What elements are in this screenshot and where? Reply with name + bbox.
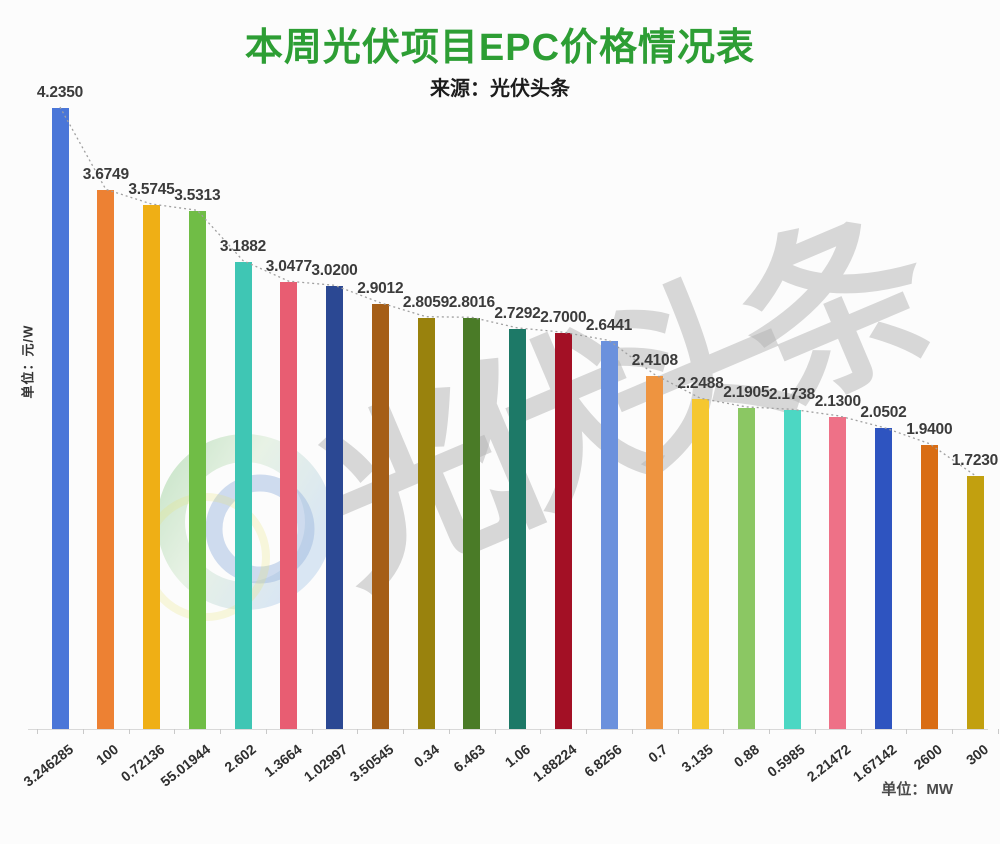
axis-tick	[586, 729, 588, 734]
bar-value-label: 2.4108	[631, 351, 678, 369]
bar-3.135	[692, 399, 709, 729]
axis-tick	[631, 729, 633, 734]
bar-300	[966, 476, 984, 729]
axis-tick	[311, 729, 313, 734]
bar-value-label: 2.6441	[585, 317, 633, 335]
y-axis-unit-label: 单位：元/W	[20, 324, 36, 399]
axis-tick	[357, 729, 359, 734]
x-axis-unit-label: 单位：MW	[881, 781, 953, 798]
axis-tick	[860, 729, 862, 734]
bar-value-label: 3.5313	[174, 187, 221, 205]
axis-tick	[769, 729, 771, 734]
axis-tick	[128, 729, 130, 734]
axis-tick	[265, 729, 267, 734]
axis-tick	[723, 729, 725, 734]
axis-tick	[403, 729, 405, 734]
bar-value-label: 4.2350	[36, 84, 84, 102]
axis-tick	[448, 729, 450, 734]
bar-1.67142	[875, 428, 892, 729]
source-subtitle: 来源：光伏头条	[430, 78, 570, 100]
x-axis-baseline	[28, 729, 988, 730]
axis-tick	[540, 729, 542, 734]
axis-tick	[37, 729, 39, 734]
bar-2.21472	[829, 416, 847, 729]
axis-tick	[952, 729, 954, 734]
page-title: 本周光伏项目EPC价格情况表	[244, 27, 756, 69]
bar-0.5985	[783, 410, 801, 729]
axis-tick	[82, 729, 84, 734]
bar-value-label: 1.9400	[906, 420, 953, 438]
axis-tick	[220, 729, 222, 734]
axis-tick	[814, 729, 816, 734]
axis-tick	[997, 729, 999, 734]
bar-value-label: 3.0200	[311, 262, 358, 280]
bar-0.88	[737, 407, 755, 729]
axis-tick	[494, 729, 496, 734]
axis-tick	[906, 729, 908, 734]
axis-tick	[174, 729, 176, 734]
axis-tick	[677, 729, 679, 734]
bar-value-label: 1.7230	[951, 452, 999, 470]
bar-2600	[920, 444, 938, 729]
bar-value-label: 3.1882	[219, 237, 267, 255]
